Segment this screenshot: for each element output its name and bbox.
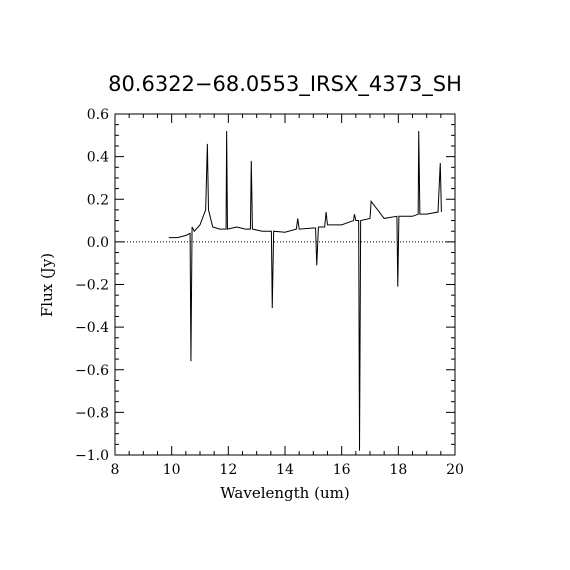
- axis-ticks: [114, 113, 456, 456]
- spectrum-line: [168, 131, 442, 451]
- x-tick-label: 18: [389, 462, 407, 478]
- x-tick-label: 8: [111, 462, 120, 478]
- y-tick-label: 0.6: [87, 107, 109, 123]
- chart-title: 80.6322−68.0553_IRSX_4373_SH: [108, 72, 462, 97]
- y-tick-label: −0.8: [75, 405, 109, 421]
- x-tick-label: 10: [163, 462, 181, 478]
- y-tick-label: −0.2: [75, 278, 109, 294]
- x-tick-labels: 8 10 12 14 16 18 20: [111, 462, 464, 478]
- y-tick-label: −0.4: [75, 320, 109, 336]
- x-tick-label: 16: [333, 462, 351, 478]
- y-axis-label: Flux (Jy): [38, 253, 56, 317]
- x-tick-label: 20: [446, 462, 464, 478]
- y-tick-label: 0.0: [87, 235, 109, 251]
- y-tick-label: −1.0: [75, 448, 109, 464]
- x-tick-label: 12: [219, 462, 237, 478]
- x-axis-label: Wavelength (um): [220, 484, 349, 502]
- x-tick-label: 14: [276, 462, 294, 478]
- plot-frame: [114, 113, 456, 456]
- y-tick-labels: −1.0 −0.8 −0.6 −0.4 −0.2 0.0 0.2 0.4 0.6: [75, 107, 109, 464]
- y-tick-label: 0.2: [87, 192, 109, 208]
- y-tick-label: −0.6: [75, 363, 109, 379]
- y-tick-label: 0.4: [87, 150, 109, 166]
